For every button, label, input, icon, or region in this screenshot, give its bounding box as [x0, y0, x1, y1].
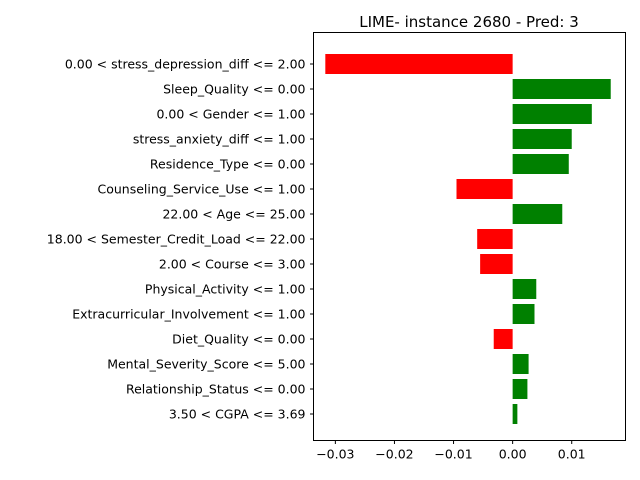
category-label-7: 18.00 < Semester_Credit_Load <= 22.00	[47, 232, 306, 247]
x-tick-label-0: −0.03	[316, 447, 354, 462]
category-label-8: 2.00 < Course <= 3.00	[159, 257, 306, 272]
category-label-4: Residence_Type <= 0.00	[150, 157, 306, 172]
x-tick-label-3: 0.00	[499, 447, 527, 462]
category-label-5: Counseling_Service_Use <= 1.00	[97, 182, 305, 197]
x-tick-label-2: −0.01	[434, 447, 472, 462]
x-tick-label-4: 0.01	[558, 447, 586, 462]
category-label-6: 22.00 < Age <= 25.00	[162, 207, 305, 222]
bar-14	[512, 404, 518, 424]
bars-group	[325, 54, 611, 424]
category-label-12: Mental_Severity_Score <= 5.00	[107, 357, 305, 372]
category-label-9: Physical_Activity <= 1.00	[145, 282, 306, 297]
bar-11	[493, 329, 513, 349]
bar-0	[325, 54, 513, 74]
x-tick-label-1: −0.02	[375, 447, 413, 462]
bar-10	[512, 304, 535, 324]
bar-7	[477, 229, 513, 249]
bar-4	[512, 154, 569, 174]
category-label-11: Diet_Quality <= 0.00	[172, 332, 305, 347]
plot-frame	[313, 32, 626, 441]
category-label-14: 3.50 < CGPA <= 3.69	[169, 407, 306, 422]
bar-9	[512, 279, 537, 299]
bar-3	[512, 129, 572, 149]
category-label-1: Sleep_Quality <= 0.00	[163, 82, 305, 97]
bar-8	[480, 254, 513, 274]
category-label-13: Relationship_Status <= 0.00	[126, 382, 306, 397]
category-label-0: 0.00 < stress_depression_diff <= 2.00	[65, 57, 306, 72]
bar-5	[456, 179, 513, 199]
category-labels-group: 0.00 < stress_depression_diff <= 2.00 Sle…	[47, 57, 314, 422]
bar-13	[512, 379, 528, 399]
bar-2	[512, 104, 592, 124]
bar-6	[512, 204, 563, 224]
category-label-3: stress_anxiety_diff <= 1.00	[133, 132, 306, 147]
category-label-10: Extracurricular_Involvement <= 1.00	[72, 307, 305, 322]
bar-1	[512, 79, 611, 99]
category-label-2: 0.00 < Gender <= 1.00	[156, 107, 305, 122]
x-ticks-group: −0.03 −0.02 −0.01 0.00 0.01	[316, 440, 586, 462]
chart-title: LIME- instance 2680 - Pred: 3	[359, 13, 579, 31]
bar-12	[512, 354, 529, 374]
